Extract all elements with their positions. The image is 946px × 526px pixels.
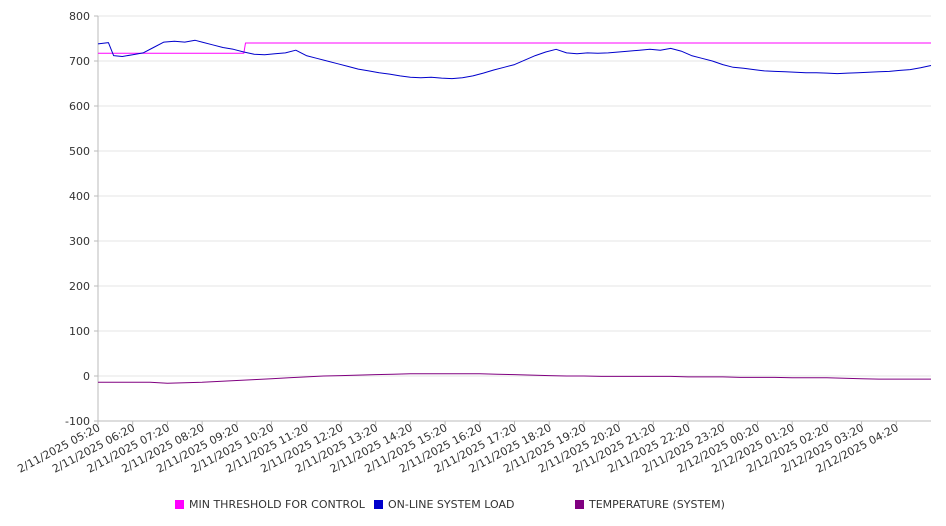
y-tick-label: 800 <box>69 10 90 23</box>
legend-item-temperature[interactable]: TEMPERATURE (SYSTEM) <box>575 498 725 511</box>
y-tick-label: 100 <box>69 325 90 338</box>
series-line-1 <box>97 39 932 80</box>
y-tick-label: 500 <box>69 145 90 158</box>
legend-swatch-min-threshold <box>175 500 184 509</box>
x-axis-ticks: 2/11/2025 05:202/11/2025 06:202/11/2025 … <box>15 421 901 476</box>
legend-label-min-threshold: MIN THRESHOLD FOR CONTROL <box>189 498 365 511</box>
y-tick-label: 300 <box>69 235 90 248</box>
legend: MIN THRESHOLD FOR CONTROL ON-LINE SYSTEM… <box>0 498 946 514</box>
axes <box>97 16 931 422</box>
y-tick-label: 600 <box>69 100 90 113</box>
grid-lines <box>98 15 931 422</box>
y-tick-label: 400 <box>69 190 90 203</box>
legend-item-system-load[interactable]: ON-LINE SYSTEM LOAD <box>374 498 514 511</box>
legend-label-system-load: ON-LINE SYSTEM LOAD <box>388 498 515 511</box>
legend-swatch-system-load <box>374 500 383 509</box>
y-tick-label: 0 <box>83 370 90 383</box>
y-tick-label: 700 <box>69 55 90 68</box>
y-axis-ticks: -100 0 100 200 300 400 500 600 700 800 <box>65 10 98 428</box>
series-lines <box>97 39 932 384</box>
series-line-0 <box>98 42 931 54</box>
y-tick-label: -100 <box>65 415 90 428</box>
legend-label-temperature: TEMPERATURE (SYSTEM) <box>589 498 725 511</box>
series-line-2 <box>98 373 931 384</box>
y-tick-label: 200 <box>69 280 90 293</box>
legend-swatch-temperature <box>575 500 584 509</box>
legend-item-min-threshold[interactable]: MIN THRESHOLD FOR CONTROL <box>175 498 365 511</box>
